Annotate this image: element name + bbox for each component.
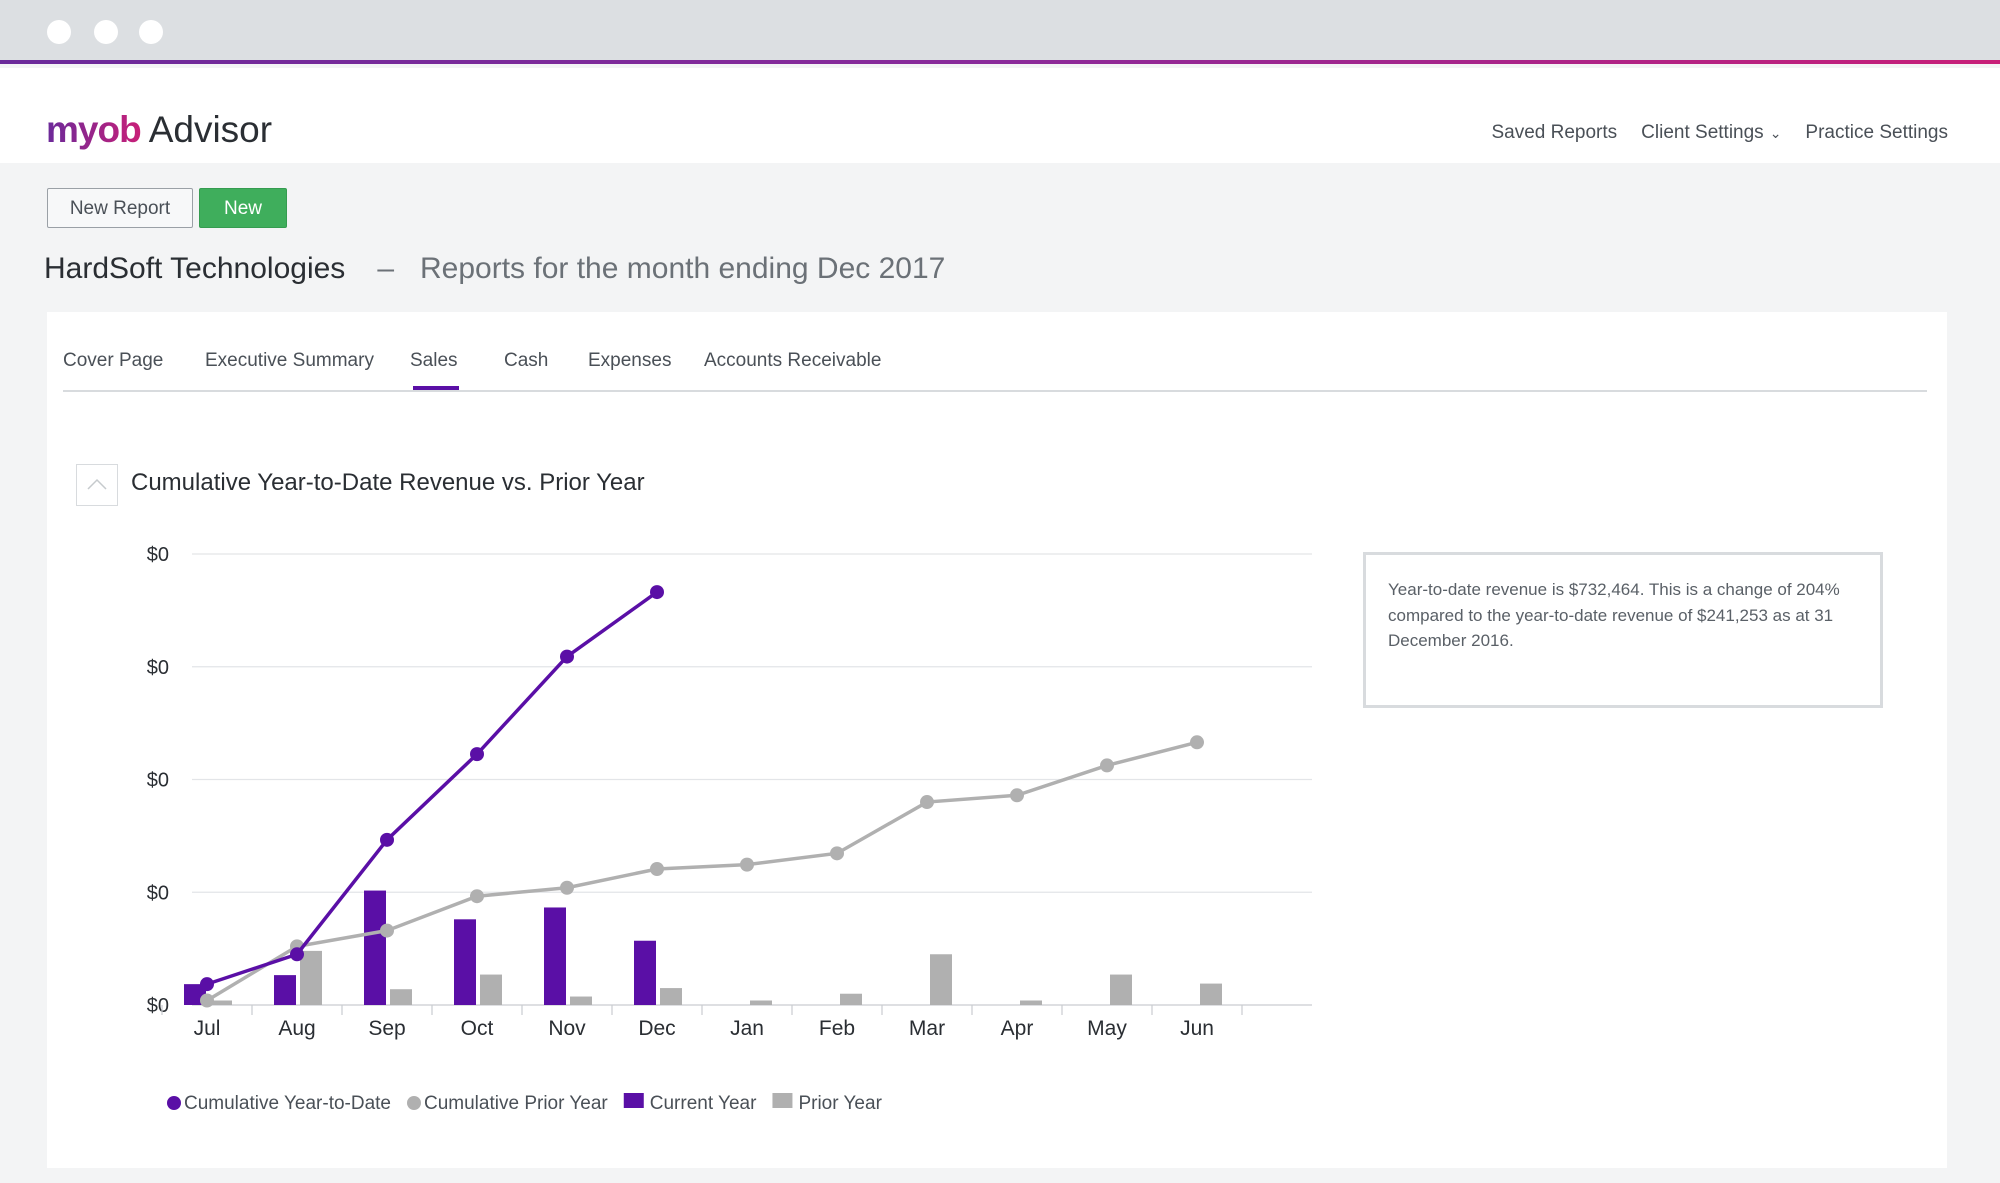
legend-swatch-circle bbox=[407, 1096, 421, 1110]
point-cumulative-prior-year bbox=[650, 861, 664, 876]
bar-prior-year bbox=[750, 1000, 772, 1005]
bar-current-year bbox=[454, 919, 476, 1005]
section-title: Cumulative Year-to-Date Revenue vs. Prio… bbox=[131, 469, 645, 496]
y-tick-label: $0 bbox=[147, 995, 169, 1017]
tab-sales[interactable]: Sales bbox=[410, 350, 458, 371]
x-tick-label: Nov bbox=[548, 1017, 586, 1040]
y-tick-label: $0 bbox=[147, 882, 169, 904]
report-tabs: Cover Page Executive Summary Sales Cash … bbox=[63, 350, 1927, 392]
point-cumulative-year-to-date bbox=[290, 947, 304, 962]
legend-label: Cumulative Year-to-Date bbox=[184, 1093, 391, 1114]
point-cumulative-prior-year bbox=[1190, 735, 1204, 750]
app-header: myob Advisor Saved Reports Client Setting… bbox=[0, 68, 2000, 163]
x-tick-label: Aug bbox=[278, 1017, 315, 1040]
x-tick-label: Oct bbox=[461, 1017, 494, 1040]
point-cumulative-prior-year bbox=[380, 923, 394, 938]
legend-swatch-circle bbox=[167, 1096, 181, 1110]
bar-current-year bbox=[634, 940, 656, 1005]
x-tick-label: Jul bbox=[194, 1017, 221, 1040]
active-tab-indicator bbox=[413, 386, 459, 390]
bar-current-year bbox=[544, 907, 566, 1005]
point-cumulative-year-to-date bbox=[470, 747, 484, 762]
brand-gradient-divider bbox=[0, 60, 2000, 64]
point-cumulative-prior-year bbox=[920, 795, 934, 810]
point-cumulative-year-to-date bbox=[380, 832, 394, 847]
nav-client-settings[interactable]: Client Settings ⌄ bbox=[1641, 122, 1781, 144]
point-cumulative-prior-year bbox=[830, 846, 844, 861]
new-button[interactable]: New bbox=[199, 188, 287, 228]
legend-label: Prior Year bbox=[798, 1093, 882, 1114]
x-tick-label: Dec bbox=[638, 1017, 675, 1040]
nav-client-settings-label: Client Settings bbox=[1641, 122, 1764, 143]
insight-text: Year-to-date revenue is $732,464. This i… bbox=[1388, 580, 1840, 650]
window-minimize-button[interactable] bbox=[94, 20, 118, 44]
point-cumulative-prior-year bbox=[1010, 788, 1024, 803]
x-tick-label: Mar bbox=[909, 1017, 945, 1040]
point-cumulative-prior-year bbox=[470, 889, 484, 904]
tab-expenses[interactable]: Expenses bbox=[588, 350, 672, 371]
report-period-subtitle: Reports for the month ending Dec 2017 bbox=[420, 252, 946, 285]
bar-prior-year bbox=[1200, 983, 1222, 1005]
nav-practice-settings[interactable]: Practice Settings bbox=[1805, 122, 1948, 143]
point-cumulative-year-to-date bbox=[650, 585, 664, 600]
x-tick-label: Sep bbox=[368, 1017, 405, 1040]
nav-saved-reports[interactable]: Saved Reports bbox=[1491, 122, 1618, 143]
client-name: HardSoft Technologies bbox=[44, 252, 346, 285]
bar-prior-year bbox=[660, 988, 682, 1005]
bar-prior-year bbox=[930, 954, 952, 1005]
window-close-button[interactable] bbox=[47, 20, 71, 44]
x-tick-label: Feb bbox=[819, 1017, 855, 1040]
line-cumulative-year-to-date bbox=[206, 590, 659, 986]
y-tick-label: $0 bbox=[147, 657, 169, 679]
x-tick-label: Apr bbox=[1001, 1017, 1034, 1040]
window-maximize-button[interactable] bbox=[139, 20, 163, 44]
bar-prior-year bbox=[1020, 1000, 1042, 1005]
legend-label: Cumulative Prior Year bbox=[424, 1093, 608, 1114]
legend-swatch-square bbox=[623, 1093, 644, 1108]
point-cumulative-prior-year bbox=[200, 993, 214, 1008]
top-navigation: Saved Reports Client Settings ⌄ Practice … bbox=[1491, 122, 1948, 144]
title-separator: – bbox=[377, 252, 394, 285]
point-cumulative-year-to-date bbox=[200, 977, 214, 992]
bar-prior-year bbox=[1110, 974, 1132, 1005]
insight-box: Year-to-date revenue is $732,464. This i… bbox=[1363, 552, 1883, 708]
legend-swatch-square bbox=[772, 1093, 793, 1108]
collapse-section-button[interactable] bbox=[76, 464, 118, 506]
line-cumulative-prior-year bbox=[206, 740, 1198, 1002]
tab-cover-page[interactable]: Cover Page bbox=[63, 350, 164, 371]
chevron-down-icon: ⌄ bbox=[1769, 125, 1782, 141]
logo-mark: myob bbox=[46, 109, 142, 150]
logo-product-name: Advisor bbox=[148, 109, 273, 150]
point-cumulative-prior-year bbox=[740, 857, 754, 872]
tab-executive-summary[interactable]: Executive Summary bbox=[205, 350, 374, 371]
revenue-chart: $0 $0 $0 $0 $0 Jul Aug Sep Oct Nov Dec Jan Feb Mar Apr… bbox=[147, 544, 1312, 1114]
bar-current-year bbox=[274, 975, 296, 1005]
point-cumulative-year-to-date bbox=[560, 649, 574, 664]
point-cumulative-prior-year bbox=[1100, 758, 1114, 773]
x-tick-label: May bbox=[1087, 1017, 1127, 1040]
report-card: Cover Page Executive Summary Sales Cash … bbox=[47, 312, 1947, 1168]
window-titlebar bbox=[0, 0, 2000, 64]
x-tick-label: Jan bbox=[730, 1017, 764, 1040]
bar-current-year bbox=[364, 890, 386, 1005]
bar-prior-year bbox=[840, 993, 862, 1005]
bar-prior-year bbox=[210, 1000, 232, 1005]
bar-prior-year bbox=[570, 996, 592, 1005]
tab-accounts-receivable[interactable]: Accounts Receivable bbox=[704, 350, 882, 371]
x-tick-label: Jun bbox=[1180, 1017, 1214, 1040]
bar-prior-year bbox=[300, 950, 322, 1005]
new-report-button[interactable]: New Report bbox=[47, 188, 193, 228]
legend-label: Current Year bbox=[650, 1093, 757, 1114]
y-tick-label: $0 bbox=[147, 770, 169, 792]
tab-cash[interactable]: Cash bbox=[504, 350, 549, 371]
bar-prior-year bbox=[480, 974, 502, 1005]
page-title: HardSoft Technologies – Reports for the mo… bbox=[44, 252, 945, 286]
bar-prior-year bbox=[390, 989, 412, 1005]
y-tick-label: $0 bbox=[147, 544, 169, 566]
point-cumulative-prior-year bbox=[560, 880, 574, 895]
chevron-up-icon bbox=[87, 478, 107, 490]
app-logo[interactable]: myob Advisor bbox=[46, 108, 272, 152]
